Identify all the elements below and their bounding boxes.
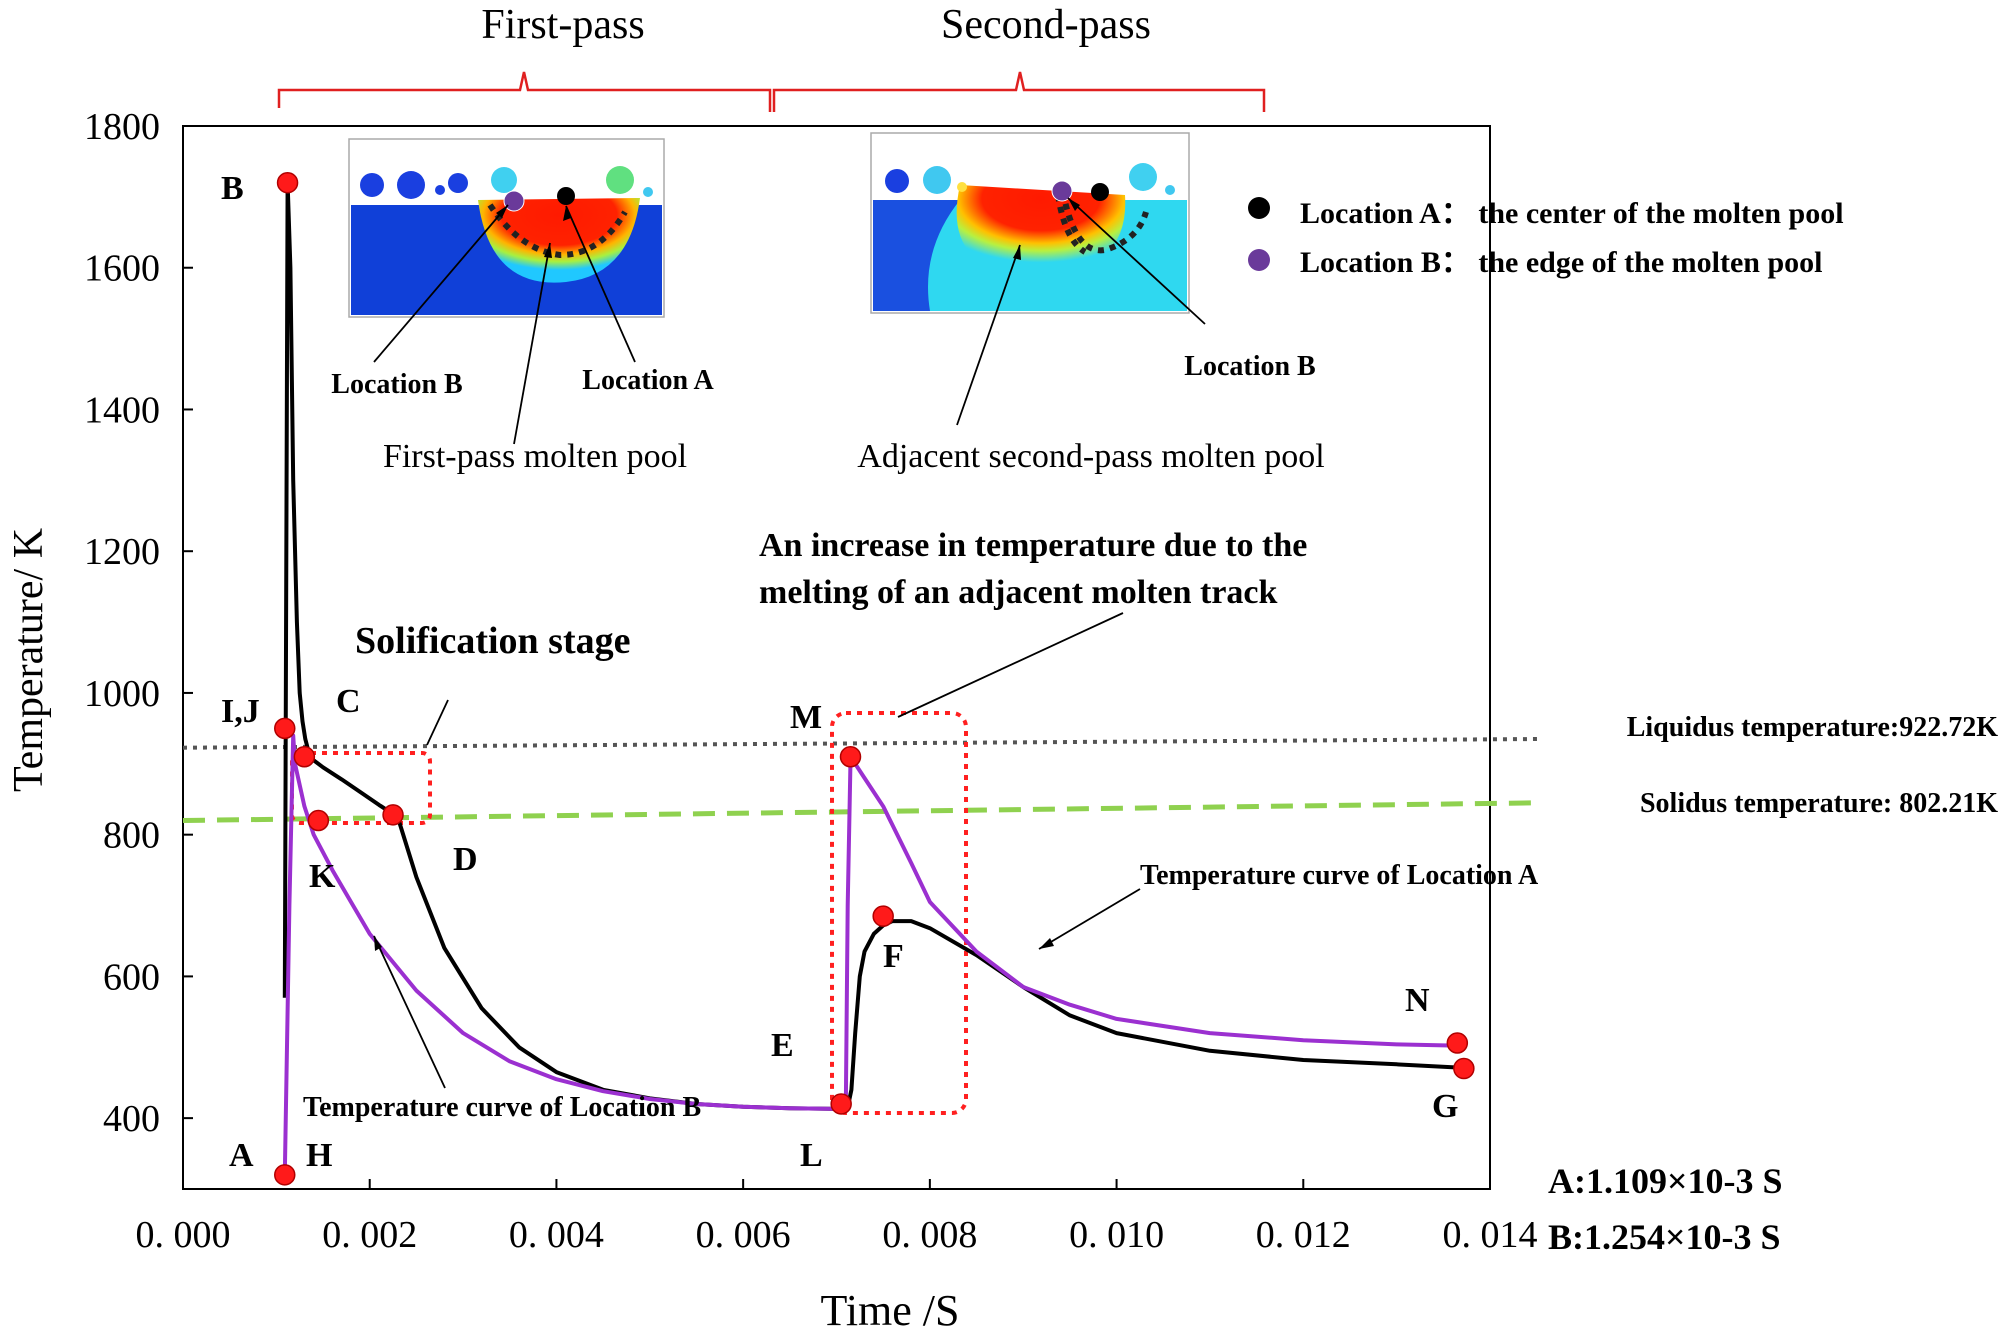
second-pass-label: Second-pass <box>941 2 1151 48</box>
x-tick-label: 0. 012 <box>1256 1214 1351 1256</box>
key-point-g <box>1453 1057 1475 1080</box>
legend-location-b: Location B： the edge of the molten pool <box>1300 246 1822 279</box>
y-tick-label: 1600 <box>84 248 160 290</box>
y-tick-label: 1800 <box>84 106 160 148</box>
y-tick-label: 1400 <box>84 389 160 431</box>
increase-annotation-line1: An increase in temperature due to the <box>759 527 1307 564</box>
legend-location-a: Location A： the center of the molten poo… <box>1300 197 1844 230</box>
second-pass-brace <box>772 71 1266 112</box>
point-letter-l: L <box>800 1137 823 1174</box>
key-point-k <box>307 809 330 832</box>
y-tick-label: 1200 <box>84 531 160 573</box>
x-tick-label: 0. 014 <box>1443 1214 1538 1256</box>
x-tick-label: 0. 006 <box>696 1214 791 1256</box>
x-tick-label: 0. 004 <box>509 1214 604 1256</box>
first-pass-brace <box>277 71 772 112</box>
time-a-label: A:1.109×10-3 S <box>1548 1161 1783 1201</box>
key-point-b <box>276 171 299 194</box>
point-letter-h: H <box>306 1137 332 1174</box>
inset-location-b-label: Location B <box>331 369 462 400</box>
point-letter-m: M <box>790 699 822 736</box>
key-point-d <box>382 804 404 826</box>
x-tick-label: 0. 010 <box>1069 1214 1164 1256</box>
series-line-location-b <box>282 733 1463 1175</box>
point-letter-f: F <box>883 938 904 975</box>
key-point-ij <box>274 717 296 740</box>
time-b-label: B:1.254×10-3 S <box>1548 1217 1781 1257</box>
arrow-heads <box>374 198 1080 951</box>
point-letter-ij: I,J <box>221 693 260 730</box>
y-tick-label: 600 <box>103 956 160 998</box>
legend-location-b-marker <box>1248 249 1270 271</box>
key-point-l <box>830 1093 852 1115</box>
curve-b-label: Temperature curve of Location B <box>303 1092 701 1123</box>
y-tick-label: 800 <box>103 815 160 857</box>
solidus-line <box>182 800 1543 823</box>
legend-location-a-marker <box>1248 197 1270 219</box>
inset-arrows <box>373 197 1206 1089</box>
increase-annotation-line2: melting of an adjacent molten track <box>759 574 1278 611</box>
key-point-n <box>1446 1032 1469 1054</box>
key-point-c <box>293 745 316 768</box>
x-axis: 0. 000 0. 002 0. 004 0. 006 0. 008 0. 010 0. 0… <box>136 1179 1538 1256</box>
first-pass-label: First-pass <box>481 2 644 48</box>
inset-location-b2-label: Location B <box>1184 351 1315 382</box>
liquidus-label: Liquidus temperature:922.72K <box>1627 712 1998 743</box>
point-letter-g: G <box>1432 1088 1458 1125</box>
key-point-f <box>872 905 894 927</box>
curve-a-label: Temperature curve of Location A <box>1140 860 1539 891</box>
first-pass-pool-label: First-pass molten pool <box>383 438 687 475</box>
x-axis-label: Time /S <box>820 1286 959 1335</box>
key-point-m <box>839 745 862 768</box>
inset-first-pass <box>348 138 665 318</box>
reference-lines <box>182 736 1543 823</box>
solidification-label: Solification stage <box>355 620 630 662</box>
y-axis: 400 600 800 1000 1200 1400 1600 1800 <box>84 106 193 1140</box>
x-tick-label: 0. 002 <box>322 1214 417 1256</box>
point-letters: A H B I,J C K D E L M F N G <box>221 170 1458 1174</box>
point-letter-c: C <box>336 683 361 720</box>
point-letter-n: N <box>1405 982 1430 1019</box>
point-letter-b: B <box>221 170 244 207</box>
inset-second-pass <box>870 132 1190 314</box>
x-tick-label: 0. 008 <box>882 1214 977 1256</box>
y-tick-label: 1000 <box>84 673 160 715</box>
key-point-a <box>274 1164 296 1186</box>
y-tick-label: 400 <box>103 1098 160 1140</box>
point-letter-a: A <box>229 1137 254 1174</box>
point-letter-k: K <box>309 858 336 895</box>
point-letter-d: D <box>453 841 478 878</box>
reheat-box <box>830 711 968 1115</box>
x-tick-label: 0. 000 <box>136 1214 231 1256</box>
inset-location-a-label: Location A <box>582 365 714 396</box>
point-letter-e: E <box>771 1027 794 1064</box>
liquidus-line <box>182 736 1543 750</box>
plot-frame <box>182 125 1491 1190</box>
solidus-label: Solidus temperature: 802.21K <box>1640 788 1998 819</box>
series-group <box>282 180 1463 1175</box>
second-pass-pool-label: Adjacent second-pass molten pool <box>857 438 1324 475</box>
key-points <box>274 171 1475 1186</box>
y-axis-label: Temperature/ K <box>6 528 52 792</box>
